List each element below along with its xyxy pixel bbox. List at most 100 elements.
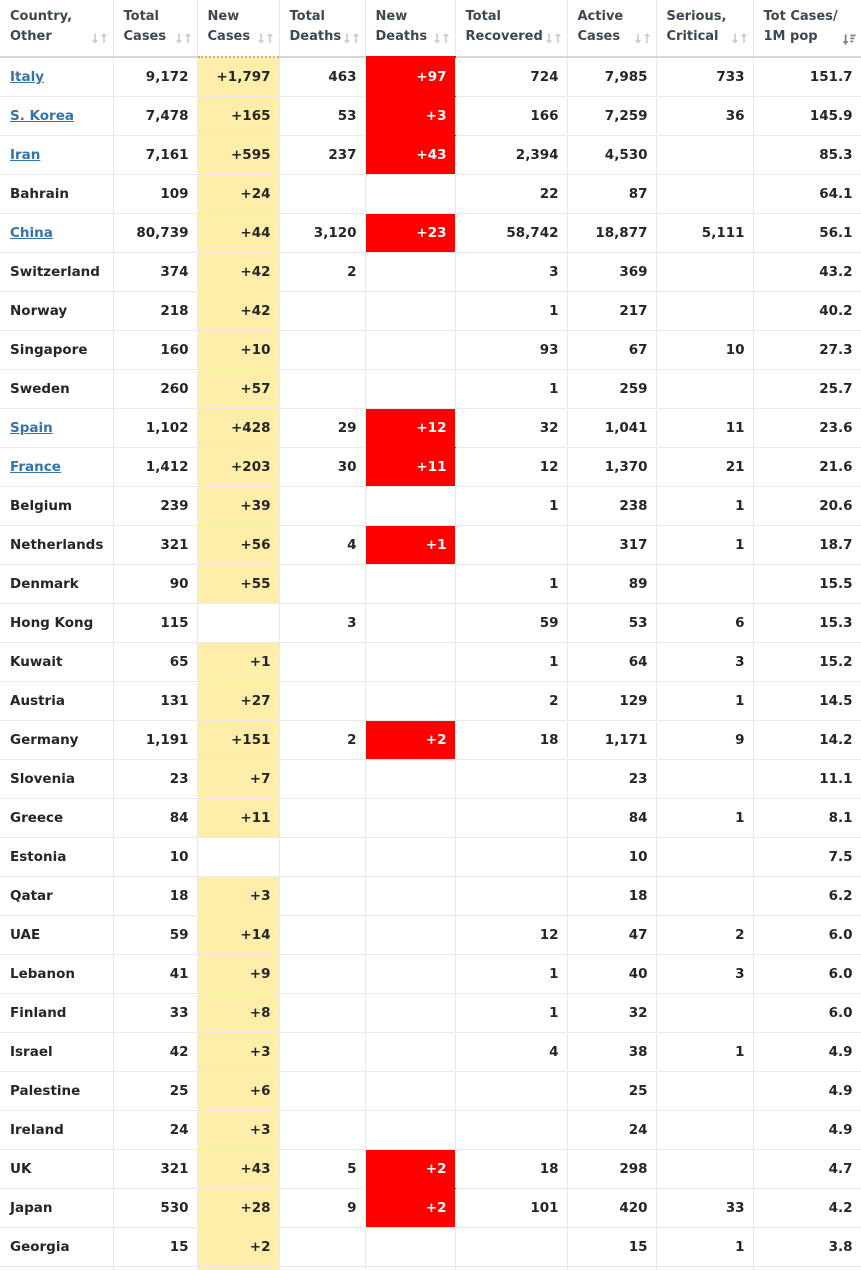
table-row: Belgium 239 +39 1 238 1 20.6 (0, 485, 861, 526)
total-cases-cell: 41 (112, 953, 198, 994)
country-cell: Spain (0, 407, 114, 448)
table-row: Bahrain 109 +24 22 87 64.1 (0, 173, 861, 214)
total-recovered-cell: 166 (454, 95, 568, 136)
sort-both-icon[interactable]: ↓↑ (543, 32, 564, 47)
new-deaths-cell (364, 329, 456, 370)
total-recovered-cell: 1 (454, 485, 568, 526)
new-deaths-cell (364, 1070, 456, 1111)
country-label: Israel (10, 1043, 53, 1060)
country-cell: Kuwait (0, 641, 114, 682)
active-cases-cell: 369 (566, 251, 657, 292)
total-recovered-cell: 1 (454, 992, 568, 1033)
country-cell: Qatar (0, 875, 114, 916)
total-cases-cell: 84 (112, 797, 198, 838)
country-label: Kuwait (10, 653, 63, 670)
column-header-total-deaths[interactable]: Total Deaths ↓↑ (278, 0, 366, 58)
new-cases-cell: +2 (196, 1226, 280, 1267)
country-label: Finland (10, 1004, 67, 1021)
cases-per-1m-cell: 64.1 (752, 173, 861, 214)
serious-critical-cell: 11 (655, 407, 754, 448)
country-label: Netherlands (10, 536, 104, 553)
total-cases-cell: 160 (112, 329, 198, 370)
sort-both-icon[interactable]: ↓↑ (729, 32, 750, 47)
country-cell: Lebanon (0, 953, 114, 994)
column-header-serious-critical[interactable]: Serious, Critical ↓↑ (655, 0, 754, 58)
total-cases-cell: 239 (112, 485, 198, 526)
column-label-line2: Cases (577, 29, 621, 44)
new-cases-cell: +28 (196, 1187, 280, 1228)
total-deaths-cell (278, 290, 366, 331)
total-deaths-cell (278, 641, 366, 682)
column-header-total-recovered[interactable]: Total Recovered ↓↑ (454, 0, 568, 58)
new-cases-cell: +9 (196, 953, 280, 994)
cases-per-1m-cell: 43.2 (752, 251, 861, 292)
country-link[interactable]: Spain (10, 419, 53, 436)
total-deaths-cell (278, 992, 366, 1033)
serious-critical-cell: 3 (655, 641, 754, 682)
active-cases-cell: 38 (566, 1031, 657, 1072)
country-cell: Denmark (0, 563, 114, 604)
new-deaths-cell (364, 602, 456, 643)
active-cases-cell: 24 (566, 1109, 657, 1150)
column-label-line1: Total (123, 8, 160, 24)
cases-per-1m-cell: 4.9 (752, 1070, 861, 1111)
active-cases-cell: 7,985 (566, 56, 657, 97)
country-label: Norway (10, 302, 68, 319)
total-deaths-cell (278, 1265, 366, 1270)
new-cases-cell: +27 (196, 680, 280, 721)
new-cases-cell: +39 (196, 485, 280, 526)
new-cases-cell: +3 (196, 1109, 280, 1150)
column-label-line2: Deaths (375, 29, 428, 44)
column-label-line2: Other (10, 29, 52, 44)
table-row: Singapore 160 +10 93 67 10 27.3 (0, 329, 861, 370)
sort-both-icon[interactable]: ↓↑ (431, 32, 452, 47)
new-deaths-cell: +43 (364, 134, 456, 175)
active-cases-cell: 23 (566, 758, 657, 799)
new-cases-cell: +42 (196, 290, 280, 331)
new-cases-cell (196, 602, 280, 643)
sort-both-icon[interactable]: ↓↑ (255, 32, 276, 47)
active-cases-cell: 64 (566, 641, 657, 682)
column-header-active-cases[interactable]: Active Cases ↓↑ (566, 0, 657, 58)
country-link[interactable]: Italy (10, 68, 45, 85)
sort-both-icon[interactable]: ↓↑ (173, 32, 194, 47)
country-link[interactable]: S. Korea (10, 107, 74, 124)
serious-critical-cell: 1 (655, 485, 754, 526)
country-link[interactable]: Iran (10, 146, 41, 163)
column-header-cases-per-1m[interactable]: Tot Cases/ 1M pop (752, 0, 861, 58)
table-row: Italy 9,172 +1,797 463 +97 724 7,985 733… (0, 56, 861, 97)
active-cases-cell: 84 (566, 797, 657, 838)
total-cases-cell: 321 (112, 524, 198, 565)
sort-both-icon[interactable]: ↓↑ (632, 32, 653, 47)
serious-critical-cell (655, 251, 754, 292)
total-cases-cell: 65 (112, 641, 198, 682)
new-deaths-cell: +2 (364, 1187, 456, 1228)
total-cases-cell: 7,161 (112, 134, 198, 175)
sort-both-icon[interactable]: ↓↑ (89, 32, 110, 47)
column-header-new-deaths[interactable]: New Deaths ↓↑ (364, 0, 456, 58)
column-header-country[interactable]: Country, Other ↓↑ (0, 0, 114, 58)
table-row: Qatar 18 +3 18 6.2 (0, 875, 861, 916)
new-deaths-cell (364, 1265, 456, 1270)
total-deaths-cell (278, 1031, 366, 1072)
active-cases-cell: 217 (566, 290, 657, 331)
total-deaths-cell (278, 563, 366, 604)
cases-per-1m-cell: 4.9 (752, 1109, 861, 1150)
country-cell: S. Korea (0, 95, 114, 136)
total-deaths-cell (278, 758, 366, 799)
column-header-new-cases[interactable]: New Cases ↓↑ (196, 0, 280, 58)
table-row: Denmark 90 +55 1 89 15.5 (0, 563, 861, 604)
serious-critical-cell (655, 290, 754, 331)
country-label: UAE (10, 926, 41, 943)
new-deaths-cell: +2 (364, 1148, 456, 1189)
country-link[interactable]: France (10, 458, 61, 475)
new-deaths-cell (364, 836, 456, 877)
sort-both-icon[interactable]: ↓↑ (341, 32, 362, 47)
sort-descending-icon[interactable] (842, 33, 856, 47)
column-header-total-cases[interactable]: Total Cases ↓↑ (112, 0, 198, 58)
new-cases-cell: +3 (196, 875, 280, 916)
total-deaths-cell: 237 (278, 134, 366, 175)
country-link[interactable]: China (10, 224, 53, 241)
new-deaths-cell (364, 1226, 456, 1267)
new-cases-cell: +14 (196, 914, 280, 955)
